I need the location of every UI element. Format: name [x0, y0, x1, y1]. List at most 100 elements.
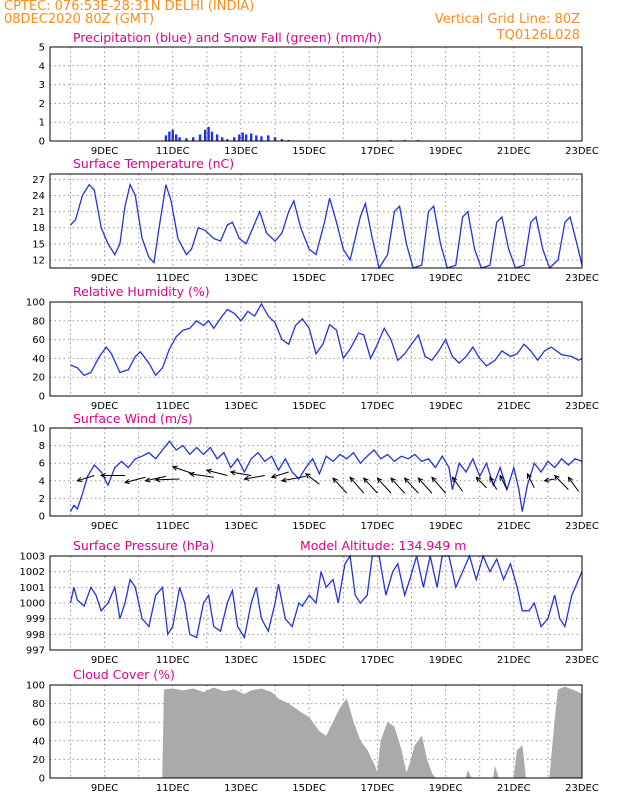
x-tick-label: 19DEC: [429, 521, 463, 532]
x-tick-label: 23DEC: [565, 655, 599, 666]
precip-bar: [241, 132, 244, 141]
precip-bar: [203, 129, 207, 141]
wind-arrowhead: [553, 474, 560, 481]
precip-bar: [273, 137, 277, 141]
wind-arrowhead: [499, 474, 505, 481]
y-tick-label: 20: [32, 755, 45, 766]
x-tick-label: 17DEC: [361, 521, 395, 532]
panel-title: Cloud Cover (%): [73, 667, 175, 682]
wind-arrowhead: [417, 477, 424, 484]
y-tick-label: 40: [32, 736, 45, 747]
panel-1: 0 1 2 3 4 5 9DEC 11DEC 13DEC 15DEC 17DEC 19DEC 21DEC…: [39, 30, 599, 157]
series-line: [69, 440, 583, 512]
y-tick-label: 2: [39, 494, 45, 505]
panel-frame: [49, 555, 583, 651]
panel-title: Surface Temperature (nC): [73, 156, 234, 171]
x-tick-label: 17DEC: [361, 273, 395, 284]
x-tick-label: 11DEC: [156, 521, 190, 532]
precip-bar: [232, 137, 236, 141]
wind-vector: [390, 477, 406, 494]
wind-arrowhead: [451, 476, 458, 483]
wind-arrowhead: [205, 468, 212, 474]
wind-vector: [349, 476, 365, 494]
precip-bar: [280, 139, 284, 141]
y-tick-label: 0: [39, 512, 45, 523]
x-tick-label: 15DEC: [292, 655, 326, 666]
y-tick-label: 80: [32, 316, 45, 327]
panel-5: 997 998 999 1000 1001 1002 1003 9DEC 11DEC 13DEC 1…: [20, 538, 599, 666]
panel-title: Surface Pressure (hPa): [73, 538, 214, 553]
x-tick-label: 13DEC: [224, 401, 258, 412]
x-tick-label: 23DEC: [565, 401, 599, 412]
x-tick-label: 9DEC: [91, 273, 118, 284]
wind-vector: [155, 478, 180, 481]
wind-vector: [489, 477, 498, 490]
x-tick-label: 11DEC: [156, 146, 190, 157]
x-tick-label: 15DEC: [292, 401, 326, 412]
x-tick-label: 23DEC: [565, 146, 599, 157]
wind-vector: [554, 475, 569, 490]
wind-vector: [526, 473, 535, 489]
y-tick-label: 3: [39, 80, 45, 91]
wind-vector: [417, 477, 433, 494]
x-tick-label: 13DEC: [224, 521, 258, 532]
wind-arrowhead: [349, 476, 355, 483]
precip-bar: [210, 131, 214, 141]
precip-bar: [221, 137, 224, 141]
precip-bar: [185, 138, 188, 141]
x-tick-label: 21DEC: [497, 783, 531, 794]
wind-vector: [431, 476, 446, 494]
wind-arrowhead: [304, 473, 311, 479]
wind-vector: [77, 475, 95, 482]
wind-vector: [544, 478, 555, 482]
panel-title: Precipitation (blue) and Snow Fall (gree…: [73, 30, 382, 45]
y-tick-label: 997: [26, 646, 45, 657]
series-line: [69, 554, 583, 640]
y-tick-label: 24: [32, 191, 45, 202]
x-tick-label: 13DEC: [224, 783, 258, 794]
y-tick-label: 10: [32, 424, 45, 435]
x-tick-label: 21DEC: [497, 273, 531, 284]
precip-bar: [215, 134, 219, 141]
precip-bar: [250, 133, 253, 141]
x-tick-label: 23DEC: [565, 273, 599, 284]
wind-vector: [281, 475, 306, 482]
wind-vector: [305, 473, 320, 485]
precip-bar: [168, 131, 171, 141]
y-tick-label: 8: [39, 441, 45, 452]
x-tick-label: 21DEC: [497, 655, 531, 666]
wind-arrowhead: [76, 477, 83, 483]
wind-arrowhead: [154, 477, 161, 483]
y-tick-label: 4: [39, 476, 45, 487]
x-tick-label: 15DEC: [292, 521, 326, 532]
wind-vector: [475, 476, 487, 489]
wind-arrowhead: [526, 472, 532, 479]
y-tick-label: 2: [39, 99, 45, 110]
panel-3: 0 20 40 60 80 100 9DEC 11DEC 13DEC 15DEC 17DEC 19DE…: [26, 284, 599, 412]
y-tick-label: 999: [26, 614, 45, 625]
x-tick-label: 9DEC: [91, 521, 118, 532]
y-tick-label: 100: [26, 681, 45, 692]
x-tick-label: 19DEC: [429, 273, 463, 284]
wind-vector: [404, 477, 419, 494]
x-tick-label: 11DEC: [156, 273, 190, 284]
precip-bar: [267, 135, 270, 141]
header-date: 08DEC2020 80Z (GMT): [4, 12, 155, 27]
y-tick-label: 4: [39, 61, 45, 72]
header-run-id: TQ0126L028: [496, 28, 580, 43]
y-tick-label: 1: [39, 118, 45, 129]
y-tick-label: 6: [39, 459, 45, 470]
panel-frame: [49, 301, 583, 397]
x-tick-label: 11DEC: [156, 401, 190, 412]
series-line: [70, 302, 583, 377]
wind-vector: [377, 477, 392, 494]
x-tick-label: 17DEC: [361, 146, 395, 157]
header-grid-line: Vertical Grid Line: 80Z: [434, 12, 580, 27]
x-tick-label: 15DEC: [292, 273, 326, 284]
wind-arrowhead: [243, 475, 250, 481]
panel-title: Relative Humidity (%): [73, 284, 210, 299]
y-tick-label: 998: [26, 630, 45, 641]
wind-vector: [206, 469, 228, 477]
x-tick-label: 21DEC: [497, 521, 531, 532]
